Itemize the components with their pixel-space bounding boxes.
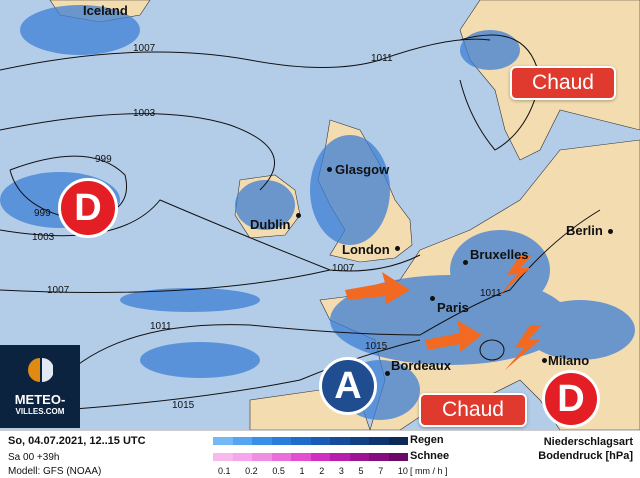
rain-swatch bbox=[330, 437, 350, 445]
isobar-label: 999 bbox=[34, 208, 51, 219]
scale-tick: 5 bbox=[358, 466, 364, 476]
isobar-label: 1011 bbox=[480, 288, 502, 299]
rain-swatch bbox=[369, 437, 389, 445]
isobar-label: 1015 bbox=[365, 341, 388, 352]
rain-swatch bbox=[271, 437, 291, 445]
snow-label: Schnee bbox=[410, 450, 450, 462]
snow-swatch bbox=[369, 453, 389, 461]
rain-swatch bbox=[232, 437, 252, 445]
meteo-villes-logo: METEO- VILLES.COM bbox=[0, 345, 80, 428]
scale-tick: 1 bbox=[299, 466, 305, 476]
logo-icon bbox=[28, 358, 54, 382]
scale-tick: 2 bbox=[319, 466, 325, 476]
scale-tick: 10 bbox=[397, 466, 408, 476]
high-pressure-marker: A bbox=[319, 357, 377, 415]
city-label-milano: Milano bbox=[548, 353, 590, 368]
rain-swatch bbox=[213, 437, 233, 445]
arrow-icon bbox=[345, 272, 410, 305]
logo-text: VILLES.COM bbox=[15, 407, 65, 416]
snow-swatch bbox=[213, 453, 233, 461]
lightning-icon bbox=[500, 255, 532, 295]
isobar-label: 1007 bbox=[47, 285, 70, 296]
city-label-iceland: Iceland bbox=[83, 3, 128, 18]
city-dot bbox=[296, 213, 301, 218]
snow-swatch bbox=[252, 453, 272, 461]
snow-swatch bbox=[232, 453, 252, 461]
city-dot bbox=[327, 167, 332, 172]
snow-color-scale bbox=[213, 453, 408, 461]
snow-swatch bbox=[388, 453, 408, 461]
isobar-lines bbox=[0, 34, 601, 411]
arrow-icon bbox=[425, 320, 482, 352]
logo-text: METEO- bbox=[14, 392, 66, 407]
city-dot bbox=[608, 229, 613, 234]
isobar-label: 1003 bbox=[133, 108, 156, 119]
city-dot bbox=[395, 246, 400, 251]
type-label: Niederschlagsart bbox=[543, 436, 633, 448]
pressure-label: Bodendruck [hPa] bbox=[538, 450, 633, 462]
scale-tick: 7 bbox=[378, 466, 384, 476]
isobar-label: 1011 bbox=[150, 321, 172, 332]
rain-swatch bbox=[349, 437, 369, 445]
snow-swatch bbox=[291, 453, 311, 461]
city-label-berlin: Berlin bbox=[566, 223, 603, 238]
city-dot bbox=[385, 371, 390, 376]
snow-swatch bbox=[271, 453, 291, 461]
warm-label: Chaud bbox=[419, 393, 527, 427]
city-label-paris: Paris bbox=[437, 300, 469, 315]
scale-tick: 0.5 bbox=[272, 466, 285, 476]
isobar-label: 1007 bbox=[133, 43, 156, 54]
scale-tick: 0.1 bbox=[218, 466, 231, 476]
isobar-label: 1011 bbox=[371, 53, 393, 64]
rain-swatch bbox=[310, 437, 330, 445]
rain-label: Regen bbox=[410, 434, 444, 446]
city-label-dublin: Dublin bbox=[250, 217, 291, 232]
snow-swatch bbox=[310, 453, 330, 461]
low-pressure-marker: D bbox=[58, 178, 118, 238]
low-pressure-marker: D bbox=[542, 370, 600, 428]
city-dot bbox=[542, 358, 547, 363]
isobar-label: 999 bbox=[95, 154, 112, 165]
model-name: Modell: GFS (NOAA) bbox=[8, 466, 102, 477]
city-label-glasgow: Glasgow bbox=[335, 162, 390, 177]
legend-footer: So, 04.07.2021, 12..15 UTC Sa 00 +39h Mo… bbox=[0, 430, 640, 478]
city-dot bbox=[463, 260, 468, 265]
forecast-date: So, 04.07.2021, 12..15 UTC bbox=[8, 435, 146, 447]
city-label-bruxelles: Bruxelles bbox=[470, 247, 529, 262]
city-label-bordeaux: Bordeaux bbox=[391, 358, 451, 373]
city-dot bbox=[430, 296, 435, 301]
rain-swatch bbox=[291, 437, 311, 445]
rain-swatch bbox=[388, 437, 408, 445]
city-label-london: London bbox=[342, 242, 390, 257]
isobar-label: 1007 bbox=[332, 263, 355, 274]
isobar-label: 1003 bbox=[32, 232, 55, 243]
snow-swatch bbox=[330, 453, 350, 461]
warm-air-arrows bbox=[345, 255, 542, 370]
scale-tick: 0.2 bbox=[245, 466, 258, 476]
rain-swatch bbox=[252, 437, 272, 445]
snow-swatch bbox=[349, 453, 369, 461]
unit-label: [ mm / h ] bbox=[410, 466, 448, 476]
scale-tick: 3 bbox=[338, 466, 344, 476]
isobar-label: 1015 bbox=[172, 400, 195, 411]
forecast-run: Sa 00 +39h bbox=[8, 452, 60, 463]
warm-label: Chaud bbox=[510, 66, 616, 100]
weather-map[interactable]: Iceland Glasgow Dublin London Bruxelles … bbox=[0, 0, 640, 431]
scale-ticks: 0.1 0.2 0.5 1 2 3 5 7 10 bbox=[218, 466, 408, 476]
rain-color-scale bbox=[213, 437, 408, 445]
